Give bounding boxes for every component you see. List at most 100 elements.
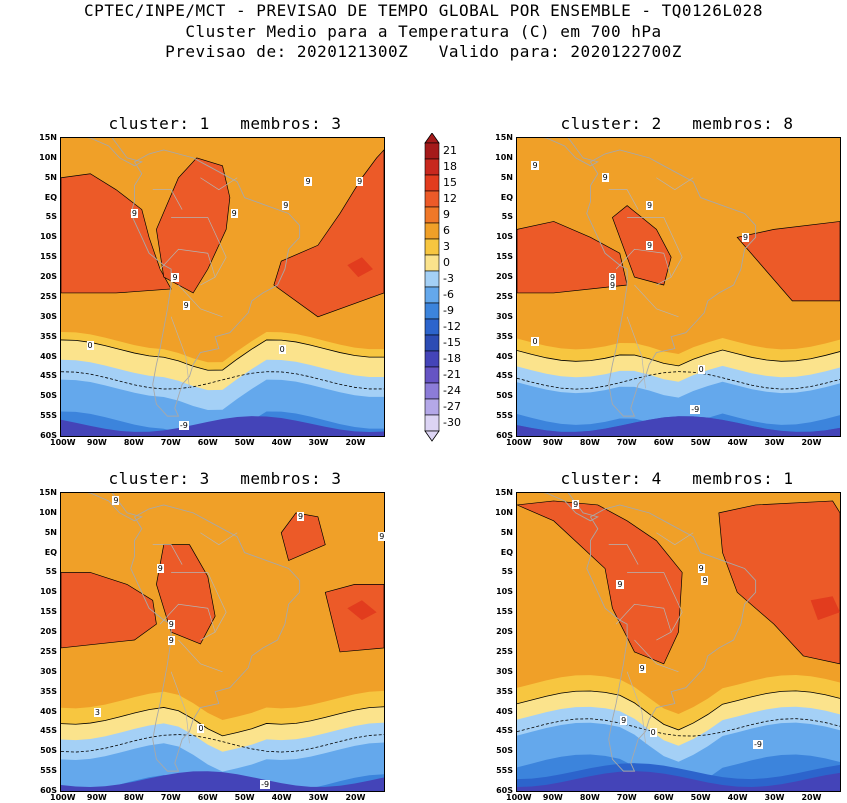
colorbar-label: 15 (443, 176, 457, 189)
temperature-region-9-plus (156, 544, 216, 645)
contour-label: -9 (753, 740, 764, 749)
country-border (159, 248, 216, 278)
lon-tick-label: 90W (86, 438, 107, 447)
map-canvas (61, 493, 384, 791)
subtitle-dates: Previsao de: 2020121300Z Valido para: 20… (165, 42, 682, 61)
temperature-band-cold (517, 416, 840, 436)
contour-label: 9 (701, 576, 709, 585)
country-border (170, 316, 190, 389)
lat-tick-label: 20S (496, 627, 513, 637)
map-panel-4 (516, 492, 841, 792)
contour-label: 9 (645, 241, 654, 250)
lat-tick-label: 15N (39, 133, 57, 142)
contour-label: 0 (86, 341, 94, 350)
lon-tick-label: 100W (506, 438, 532, 447)
contour-label: 3 (93, 708, 102, 717)
temperature-band-cold (517, 771, 840, 791)
contour-label: -9 (690, 405, 701, 414)
lat-tick-label: 30S (496, 666, 513, 676)
lat-tick-label: 45S (496, 371, 513, 381)
colorbar-swatch (424, 350, 440, 368)
contour-line-0 (61, 706, 384, 737)
colorbar-label: -6 (443, 288, 454, 301)
colorbar-swatch (424, 318, 440, 336)
contour-label: 9 (378, 532, 386, 541)
lat-tick-label: 50S (40, 746, 57, 756)
lat-tick-label: 60S (496, 786, 513, 795)
contour-label: 9 (645, 201, 654, 210)
lat-tick-label: 35S (40, 331, 57, 341)
map-panel-3 (60, 492, 385, 792)
colorbar-label: -9 (443, 304, 454, 317)
contour-label: 9 (697, 564, 705, 573)
colorbar (424, 133, 440, 442)
temperature-region-9-plus (736, 221, 840, 302)
lon-tick-label: 40W (727, 438, 748, 447)
lat-tick-label: 5S (45, 212, 57, 222)
country-border (627, 572, 683, 641)
lat-tick-label: 20S (496, 272, 513, 282)
lat-tick-label: 60S (496, 431, 513, 440)
lat-tick-label: 60S (40, 431, 57, 440)
colorbar-label: 18 (443, 160, 457, 173)
lon-tick-label: 50W (690, 438, 711, 447)
lat-tick-label: 10S (40, 232, 57, 242)
colorbar-label: -30 (443, 416, 461, 429)
central-america-outline (542, 493, 599, 522)
lat-tick-label: 5S (501, 567, 513, 577)
lon-tick-label: 50W (690, 793, 711, 802)
country-border (608, 189, 639, 210)
colorbar-label: 12 (443, 192, 457, 205)
lon-tick-label: 20W (801, 438, 822, 447)
lon-tick-label: 60W (197, 793, 218, 802)
temperature-region-12-plus (810, 596, 840, 621)
temperature-band-cold (61, 416, 384, 436)
contour-label: 0 (197, 724, 205, 733)
country-border (159, 603, 216, 633)
country-border (171, 572, 227, 641)
contour-label: 9 (609, 281, 617, 290)
temperature-region-9-plus (611, 205, 672, 286)
country-border (178, 284, 223, 318)
contour-label: 9 (171, 273, 179, 282)
map-canvas (61, 138, 384, 436)
country-border (170, 671, 190, 744)
lat-tick-label: 55S (40, 766, 57, 776)
lat-tick-label: 15N (39, 488, 57, 497)
lon-tick-label: 80W (123, 793, 144, 802)
panel-3-title: cluster: 3 membros: 3 (108, 469, 342, 488)
colorbar-swatch (424, 398, 440, 416)
colorbar-swatch (424, 142, 440, 160)
lat-tick-label: 35S (496, 331, 513, 341)
lat-tick-label: 25S (496, 291, 513, 301)
colorbar-label: -15 (443, 336, 461, 349)
lon-tick-label: 80W (579, 438, 600, 447)
contour-label: -9 (178, 421, 189, 430)
colorbar-swatch (424, 382, 440, 400)
lat-tick-label: 10N (495, 152, 513, 162)
lat-tick-label: 20S (40, 272, 57, 282)
lat-tick-label: 10N (39, 152, 57, 162)
contour-label: 9 (156, 564, 164, 573)
contour-label: 9 (297, 512, 305, 521)
country-border (200, 177, 238, 191)
colorbar-arrow-bottom (424, 430, 440, 442)
lat-tick-label: 10S (496, 587, 513, 597)
contour-label: 9 (167, 636, 175, 645)
contour-line-minus-9 (61, 371, 384, 390)
central-america-outline (542, 138, 599, 167)
temperature-region-12-plus (347, 600, 377, 621)
panel-4-title: cluster: 4 membros: 1 (560, 469, 794, 488)
colorbar-swatch (424, 174, 440, 192)
colorbar-swatch (424, 206, 440, 224)
lon-tick-label: 70W (616, 438, 637, 447)
country-border (634, 284, 679, 318)
contour-line-0 (517, 349, 840, 367)
country-border (627, 217, 683, 286)
contour-line-minus-9 (517, 371, 840, 390)
contour-label: 9 (741, 233, 750, 242)
lat-tick-label: 15N (495, 133, 513, 142)
country-border (200, 532, 238, 546)
lon-tick-label: 70W (160, 793, 181, 802)
lat-tick-label: 45S (40, 371, 57, 381)
